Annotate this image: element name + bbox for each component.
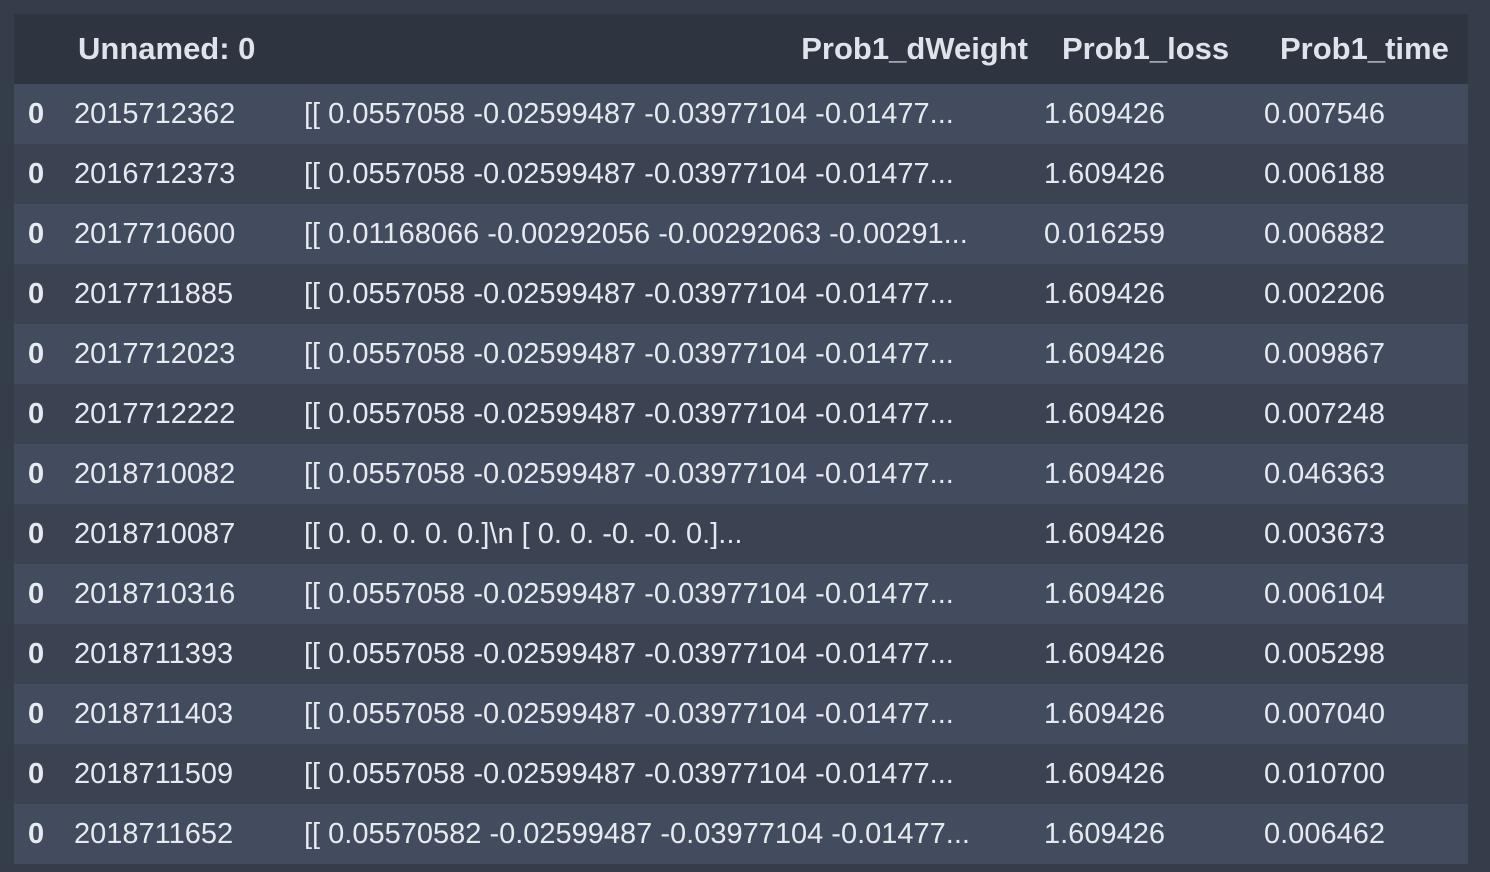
cell-prob1-loss: 1.609426 xyxy=(1044,97,1165,130)
cell-prob1-time: 0.006188 xyxy=(1264,157,1385,190)
header-prob1-loss: Prob1_loss xyxy=(1062,31,1230,66)
table-row: 0 2018711393 [[ 0.0557058 -0.02599487 -0.0… xyxy=(14,624,1468,684)
cell-unnamed-0: 2015712362 xyxy=(74,97,236,130)
dataframe-output: Unnamed: 0 Prob1_dWeight Prob1_loss Prob… xyxy=(14,14,1468,864)
cell-unnamed-0: 2017711885 xyxy=(74,277,234,310)
cell-unnamed-0: 2017710600 xyxy=(74,217,236,250)
row-index: 0 xyxy=(28,217,45,250)
header-index xyxy=(14,14,72,84)
cell-prob1-time: 0.006104 xyxy=(1264,577,1385,610)
cell-unnamed-0: 2018710082 xyxy=(74,457,236,490)
cell-prob1-loss: 1.609426 xyxy=(1044,697,1165,730)
cell-prob1-dweight: [[ 0.0557058 -0.02599487 -0.03977104 -0.… xyxy=(304,277,954,310)
table-row: 0 2018710087 [[ 0. 0. 0. 0. 0.]\n [ 0. 0. … xyxy=(14,504,1468,564)
table-row: 0 2015712362 [[ 0.0557058 -0.02599487 -0.0… xyxy=(14,84,1468,144)
cell-unnamed-0: 2018711393 xyxy=(74,637,234,670)
row-index: 0 xyxy=(28,637,45,670)
table-row: 0 2016712373 [[ 0.0557058 -0.02599487 -0.0… xyxy=(14,144,1468,204)
cell-prob1-dweight: [[ 0. 0. 0. 0. 0.]\n [ 0. 0. -0. -0. 0.]… xyxy=(304,517,743,550)
cell-unnamed-0: 2016712373 xyxy=(74,157,236,190)
header-unnamed-0: Unnamed: 0 xyxy=(78,31,256,66)
cell-prob1-loss: 1.609426 xyxy=(1044,757,1165,790)
cell-prob1-loss: 1.609426 xyxy=(1044,577,1165,610)
cell-unnamed-0: 2018710316 xyxy=(74,577,236,610)
cell-prob1-time: 0.002206 xyxy=(1264,277,1385,310)
cell-prob1-dweight: [[ 0.0557058 -0.02599487 -0.03977104 -0.… xyxy=(304,457,954,490)
table-row: 0 2018711509 [[ 0.0557058 -0.02599487 -0.0… xyxy=(14,744,1468,804)
cell-prob1-loss: 1.609426 xyxy=(1044,157,1165,190)
header-row: Unnamed: 0 Prob1_dWeight Prob1_loss Prob… xyxy=(14,14,1468,84)
row-index: 0 xyxy=(28,337,45,370)
header-prob1-time: Prob1_time xyxy=(1280,31,1449,66)
cell-prob1-dweight: [[ 0.0557058 -0.02599487 -0.03977104 -0.… xyxy=(304,397,954,430)
table-row: 0 2018711652 [[ 0.05570582 -0.02599487 -0.… xyxy=(14,804,1468,864)
cell-prob1-loss: 0.016259 xyxy=(1044,217,1165,250)
cell-prob1-dweight: [[ 0.0557058 -0.02599487 -0.03977104 -0.… xyxy=(304,577,954,610)
cell-prob1-dweight: [[ 0.0557058 -0.02599487 -0.03977104 -0.… xyxy=(304,97,954,130)
cell-unnamed-0: 2018711403 xyxy=(74,697,234,730)
cell-prob1-dweight: [[ 0.0557058 -0.02599487 -0.03977104 -0.… xyxy=(304,157,954,190)
row-index: 0 xyxy=(28,157,45,190)
cell-prob1-loss: 1.609426 xyxy=(1044,397,1165,430)
header-prob1-dweight: Prob1_dWeight xyxy=(801,31,1028,66)
cell-prob1-time: 0.007040 xyxy=(1264,697,1385,730)
cell-prob1-loss: 1.609426 xyxy=(1044,337,1165,370)
table-row: 0 2017711885 [[ 0.0557058 -0.02599487 -0.0… xyxy=(14,264,1468,324)
row-index: 0 xyxy=(28,817,45,850)
cell-prob1-loss: 1.609426 xyxy=(1044,637,1165,670)
cell-prob1-loss: 1.609426 xyxy=(1044,517,1165,550)
cell-prob1-dweight: [[ 0.05570582 -0.02599487 -0.03977104 -0… xyxy=(304,817,970,850)
cell-prob1-loss: 1.609426 xyxy=(1044,817,1165,850)
cell-unnamed-0: 2017712222 xyxy=(74,397,236,430)
dataframe-table: Unnamed: 0 Prob1_dWeight Prob1_loss Prob… xyxy=(14,14,1468,864)
cell-prob1-dweight: [[ 0.0557058 -0.02599487 -0.03977104 -0.… xyxy=(304,757,954,790)
cell-prob1-time: 0.005298 xyxy=(1264,637,1385,670)
cell-prob1-dweight: [[ 0.01168066 -0.00292056 -0.00292063 -0… xyxy=(304,217,968,250)
row-index: 0 xyxy=(28,757,45,790)
cell-prob1-time: 0.006882 xyxy=(1264,217,1385,250)
cell-prob1-time: 0.006462 xyxy=(1264,817,1385,850)
cell-unnamed-0: 2017712023 xyxy=(74,337,236,370)
table-body: 0 2015712362 [[ 0.0557058 -0.02599487 -0.0… xyxy=(14,84,1468,864)
cell-prob1-time: 0.046363 xyxy=(1264,457,1385,490)
cell-prob1-dweight: [[ 0.0557058 -0.02599487 -0.03977104 -0.… xyxy=(304,337,954,370)
cell-prob1-dweight: [[ 0.0557058 -0.02599487 -0.03977104 -0.… xyxy=(304,697,954,730)
cell-unnamed-0: 2018711509 xyxy=(74,757,234,790)
cell-prob1-time: 0.007248 xyxy=(1264,397,1385,430)
table-row: 0 2017712222 [[ 0.0557058 -0.02599487 -0.0… xyxy=(14,384,1468,444)
table-row: 0 2018710082 [[ 0.0557058 -0.02599487 -0.0… xyxy=(14,444,1468,504)
cell-prob1-time: 0.010700 xyxy=(1264,757,1385,790)
cell-prob1-time: 0.003673 xyxy=(1264,517,1385,550)
row-index: 0 xyxy=(28,277,45,310)
row-index: 0 xyxy=(28,397,45,430)
row-index: 0 xyxy=(28,517,45,550)
table-row: 0 2018711403 [[ 0.0557058 -0.02599487 -0.0… xyxy=(14,684,1468,744)
row-index: 0 xyxy=(28,97,45,130)
row-index: 0 xyxy=(28,457,45,490)
table-row: 0 2018710316 [[ 0.0557058 -0.02599487 -0.0… xyxy=(14,564,1468,624)
table-row: 0 2017712023 [[ 0.0557058 -0.02599487 -0.0… xyxy=(14,324,1468,384)
cell-prob1-time: 0.009867 xyxy=(1264,337,1385,370)
row-index: 0 xyxy=(28,697,45,730)
cell-unnamed-0: 2018710087 xyxy=(74,517,236,550)
cell-unnamed-0: 2018711652 xyxy=(74,817,234,850)
cell-prob1-time: 0.007546 xyxy=(1264,97,1385,130)
cell-prob1-loss: 1.609426 xyxy=(1044,277,1165,310)
table-row: 0 2017710600 [[ 0.01168066 -0.00292056 -0.… xyxy=(14,204,1468,264)
row-index: 0 xyxy=(28,577,45,610)
table-header: Unnamed: 0 Prob1_dWeight Prob1_loss Prob… xyxy=(14,14,1468,84)
cell-prob1-dweight: [[ 0.0557058 -0.02599487 -0.03977104 -0.… xyxy=(304,637,954,670)
cell-prob1-loss: 1.609426 xyxy=(1044,457,1165,490)
